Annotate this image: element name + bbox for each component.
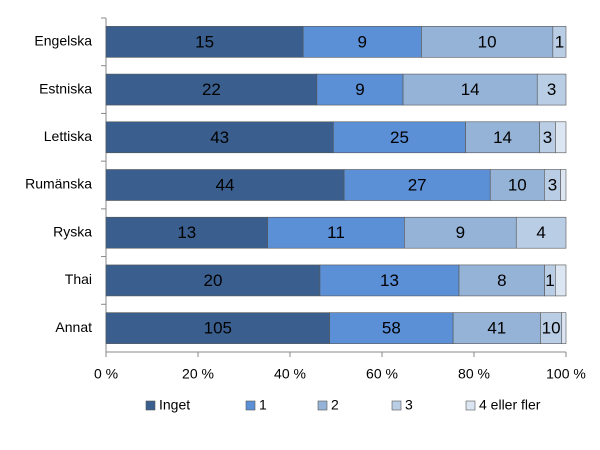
y-tick-label: Rumänska (25, 176, 92, 192)
bar-segment (452, 312, 541, 344)
bar-segment (404, 216, 517, 249)
bar-segment (333, 121, 466, 154)
x-tick-label: 80 % (458, 366, 490, 382)
bar-segment (515, 216, 567, 249)
bar-segment (105, 312, 330, 344)
bar-segment (561, 312, 567, 344)
bar-segment (402, 73, 538, 106)
data-label: 8 (497, 271, 506, 290)
legend-swatch (317, 400, 328, 411)
data-label: 22 (202, 80, 221, 99)
bar-segment (489, 169, 545, 201)
data-label: 13 (177, 223, 196, 242)
legend-label: 3 (405, 397, 413, 413)
legend-label: 2 (331, 397, 339, 413)
data-label: 10 (542, 319, 561, 338)
legend-label: Inget (159, 397, 190, 413)
y-tick-label: Ryska (53, 223, 92, 239)
data-label: 9 (355, 80, 364, 99)
bar-segment (555, 121, 567, 154)
bar-segment (329, 312, 454, 344)
legend-swatch (145, 400, 156, 411)
bar-segment (105, 73, 318, 106)
data-label: 44 (216, 175, 235, 194)
data-label: 15 (195, 32, 214, 51)
y-tick-label: Annat (55, 319, 92, 335)
data-label: 1 (545, 271, 554, 290)
y-tick-label: Engelska (34, 33, 92, 49)
bar-segment (316, 73, 404, 106)
bar-segment (536, 73, 567, 106)
legend-label: 4 eller fler (479, 397, 541, 413)
bar-segment (421, 26, 554, 58)
bar-segment (560, 169, 567, 201)
bar-segment (105, 121, 334, 154)
data-label: 43 (210, 128, 229, 147)
bar-segment (458, 264, 545, 297)
x-tick-label: 20 % (182, 366, 214, 382)
bar-segment (555, 264, 567, 297)
y-tick-label: Lettiska (44, 128, 92, 144)
data-label: 3 (548, 175, 557, 194)
bar-segment (105, 216, 268, 249)
bar-segment (302, 26, 422, 58)
data-label: 13 (380, 271, 399, 290)
data-label: 10 (478, 32, 497, 51)
data-label: 41 (487, 319, 506, 338)
bar-segment (105, 264, 321, 297)
bar-segment (343, 169, 491, 201)
legend-label: 1 (259, 397, 267, 413)
legend-swatch (391, 400, 402, 411)
bar-segment (105, 169, 345, 201)
data-label: 14 (461, 80, 480, 99)
legend-swatch (465, 400, 476, 411)
data-label: 3 (543, 128, 552, 147)
x-tick-label: 100 % (546, 366, 586, 382)
data-label: 58 (382, 319, 401, 338)
y-tick-label: Thai (65, 271, 92, 287)
x-tick-label: 60 % (366, 366, 398, 382)
x-tick-label: 0 % (94, 366, 118, 382)
data-label: 14 (493, 128, 512, 147)
data-label: 3 (547, 80, 556, 99)
data-label: 27 (408, 175, 427, 194)
data-label: 105 (204, 319, 232, 338)
bar-segment (552, 26, 567, 58)
bar-segment (267, 216, 405, 249)
data-label: 25 (390, 128, 409, 147)
y-tick-label: Estniska (39, 80, 92, 96)
data-label: 20 (204, 271, 223, 290)
data-label: 11 (327, 223, 345, 242)
data-label: 4 (536, 223, 545, 242)
legend-swatch (245, 400, 256, 411)
data-label: 9 (456, 223, 465, 242)
data-label: 10 (508, 175, 527, 194)
bar-segment (465, 121, 540, 154)
x-tick-label: 40 % (274, 366, 306, 382)
data-label: 1 (555, 32, 564, 51)
data-label: 9 (358, 32, 367, 51)
